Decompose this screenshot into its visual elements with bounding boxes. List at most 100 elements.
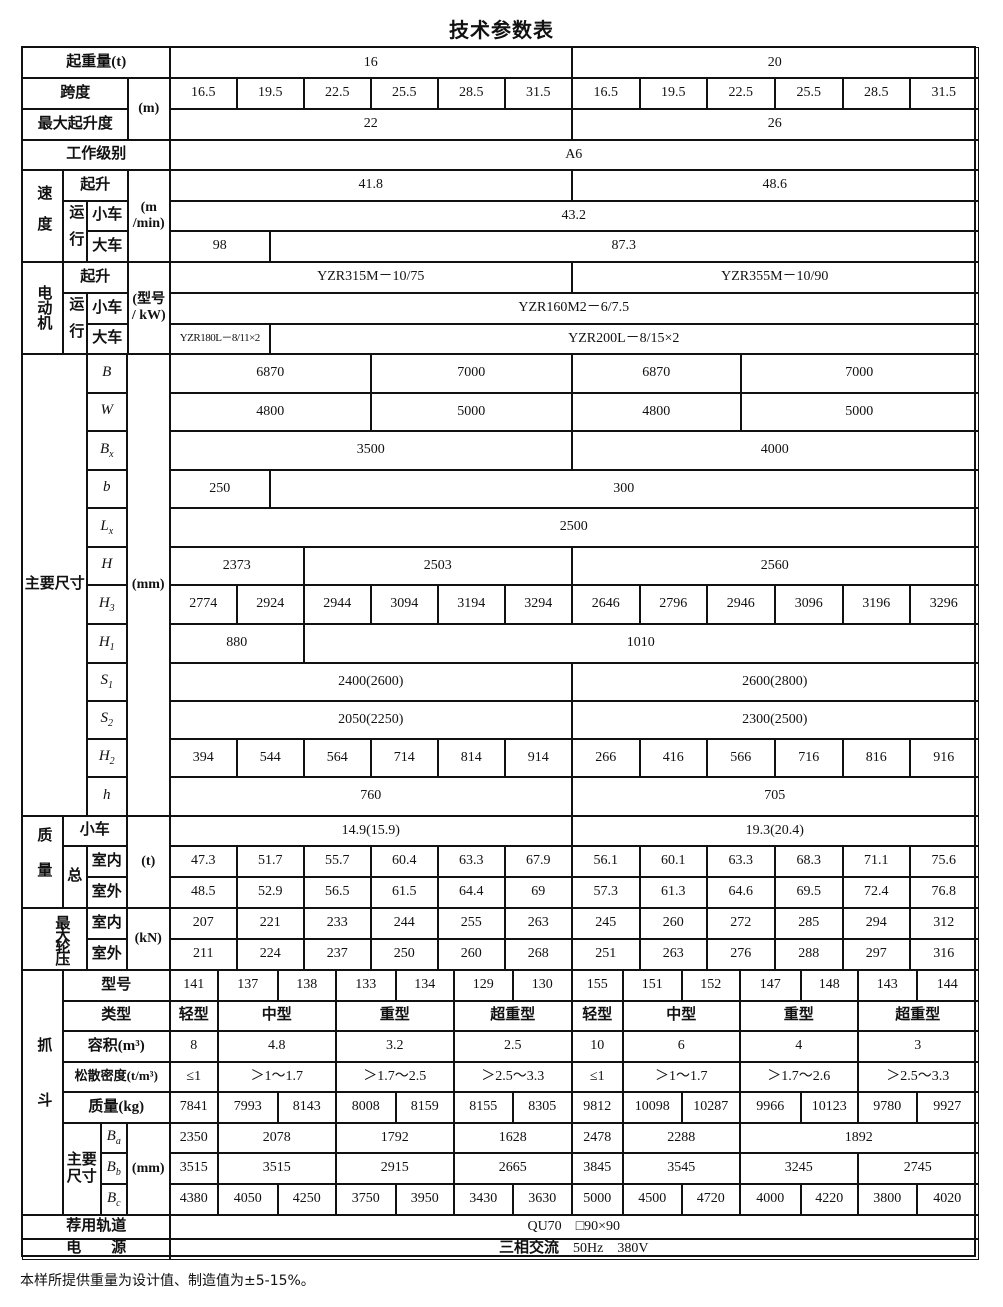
capacity-label: 起重量(t) — [22, 47, 171, 79]
dimension-value: 3194 — [437, 584, 506, 625]
dimension-value: 1010 — [303, 623, 979, 664]
mass-unit: (t) — [126, 815, 171, 909]
grab-density-value: ＞1.7～2.6 — [739, 1061, 859, 1093]
motor-crane-label: 大车 — [86, 323, 129, 355]
wheel-load-indoor-value: 263 — [504, 907, 573, 940]
dimension-value: 2944 — [303, 584, 372, 625]
motor-hoist-label: 起升 — [62, 261, 129, 294]
dimension-symbol: h — [103, 786, 111, 803]
dimension-symbol: H — [98, 594, 110, 611]
grab-dim-value: 3545 — [622, 1152, 741, 1185]
span-value: 22.5 — [303, 77, 372, 110]
dimension-value: 714 — [370, 738, 439, 778]
grab-volume-value: 4 — [739, 1030, 859, 1063]
dimension-symbol: B — [106, 1128, 116, 1144]
grab-dims-label: 主要尺寸 — [62, 1122, 102, 1216]
speed-crane-label: 大车 — [86, 230, 129, 263]
grab-density-value: ＞1～1.7 — [217, 1061, 337, 1093]
dimension-value: 266 — [571, 738, 641, 778]
wheel-load-indoor-value: 260 — [639, 907, 708, 940]
grab-dim-row-label: Bb — [100, 1152, 128, 1185]
span-value: 16.5 — [169, 77, 238, 110]
grab-model-value: 134 — [395, 969, 455, 1002]
span-value: 28.5 — [842, 77, 911, 110]
grab-volume-value: 10 — [571, 1030, 624, 1063]
grab-model-value: 130 — [512, 969, 573, 1002]
grab-weight-value: 8143 — [277, 1091, 337, 1124]
grab-dim-value: 3950 — [395, 1183, 455, 1216]
mass-trolley-value: 19.3(20.4) — [571, 815, 979, 847]
grab-dim-value: 4380 — [169, 1183, 219, 1216]
motor-crane-value: YZR180L－8/11×2 — [169, 323, 271, 355]
dimension-subscript: x — [108, 525, 114, 537]
dimension-value: 2774 — [169, 584, 238, 625]
grab-model-value: 148 — [800, 969, 859, 1002]
speed-trolley-value: 43.2 — [169, 200, 979, 232]
dimension-value: 2796 — [639, 584, 708, 625]
dimension-value: 7000 — [370, 353, 573, 394]
power-value-part: 380V — [617, 1240, 649, 1256]
grab-weight-value: 8159 — [395, 1091, 455, 1124]
grab-density-value: ≤1 — [169, 1061, 219, 1093]
dimension-value: 914 — [504, 738, 573, 778]
dimension-row-label: H1 — [86, 623, 128, 664]
mass-indoor-value: 75.6 — [909, 845, 979, 878]
motor-crane-value: YZR200L－8/15×2 — [269, 323, 979, 355]
mass-outdoor-value: 69.5 — [774, 876, 844, 909]
wheel-load-outdoor-value: 251 — [571, 938, 641, 971]
span-value: 31.5 — [909, 77, 979, 110]
dimension-symbol: B — [102, 363, 112, 380]
dimension-symbol: S — [100, 672, 109, 688]
dimension-value: 916 — [909, 738, 979, 778]
grab-model-value: 141 — [169, 969, 219, 1002]
motor-trolley-label: 小车 — [86, 292, 129, 325]
wheel-load-indoor-value: 207 — [169, 907, 238, 940]
wheel-load-unit: (kN) — [126, 907, 171, 971]
grab-dim-value: 3430 — [453, 1183, 514, 1216]
grab-dim-value: 3515 — [217, 1152, 337, 1185]
max-lift-height-value: 22 — [169, 108, 573, 141]
grab-type-value: 超重型 — [453, 1000, 573, 1032]
wheel-load-outdoor-value: 276 — [706, 938, 776, 971]
wheel-load-indoor-value: 244 — [370, 907, 439, 940]
dimension-row-label: S2 — [86, 700, 128, 740]
wheel-load-indoor-value: 312 — [909, 907, 979, 940]
wheel-load-indoor-value: 245 — [571, 907, 641, 940]
grab-dim-value: 3245 — [739, 1152, 859, 1185]
grab-dim-value: 4250 — [277, 1183, 337, 1216]
mass-indoor-value: 60.4 — [370, 845, 439, 878]
dimension-value: 3500 — [169, 430, 573, 471]
wheel-load-outdoor-value: 288 — [774, 938, 844, 971]
dimension-value: 2300(2500) — [571, 700, 979, 740]
dimension-subscript: 2 — [108, 718, 113, 729]
dimension-symbol: H — [98, 633, 110, 650]
speed-label: 速度 — [22, 169, 64, 263]
mass-indoor-value: 63.3 — [437, 845, 506, 878]
grab-dim-value: 5000 — [571, 1183, 624, 1216]
grab-dim-value: 3845 — [571, 1152, 624, 1185]
grab-weight-value: 8155 — [453, 1091, 514, 1124]
page-title: 技术参数表 — [449, 20, 554, 42]
mass-indoor-value: 63.3 — [706, 845, 776, 878]
wheel-load-outdoor-value: 224 — [236, 938, 305, 971]
dimension-value: 2646 — [571, 584, 641, 625]
span-value: 25.5 — [774, 77, 844, 110]
dimension-row-label: W — [86, 392, 128, 432]
dimension-subscript: b — [115, 1166, 121, 1178]
dimension-symbol: B — [99, 440, 110, 457]
footnote: 本样所提供重量为设计值、制造值为±5-15%。 — [20, 1273, 315, 1289]
dimension-value: 4800 — [571, 392, 742, 432]
mass-indoor-value: 56.1 — [571, 845, 641, 878]
motor-unit: (型号 / kW) — [127, 261, 171, 355]
mass-trolley-value: 14.9(15.9) — [169, 815, 573, 847]
grab-type-value: 中型 — [622, 1000, 741, 1032]
mass-total-label: 总 — [62, 845, 88, 909]
grab-volume-value: 3 — [857, 1030, 979, 1063]
grab-weight-label: 质量(kg) — [62, 1091, 171, 1124]
dimension-value: 6870 — [571, 353, 742, 394]
speed-hoist-label: 起升 — [62, 169, 129, 202]
capacity-value: 16 — [169, 47, 573, 79]
dimension-value: 394 — [169, 738, 238, 778]
grab-type-value: 超重型 — [857, 1000, 979, 1032]
dimension-row-label: S1 — [86, 662, 128, 702]
